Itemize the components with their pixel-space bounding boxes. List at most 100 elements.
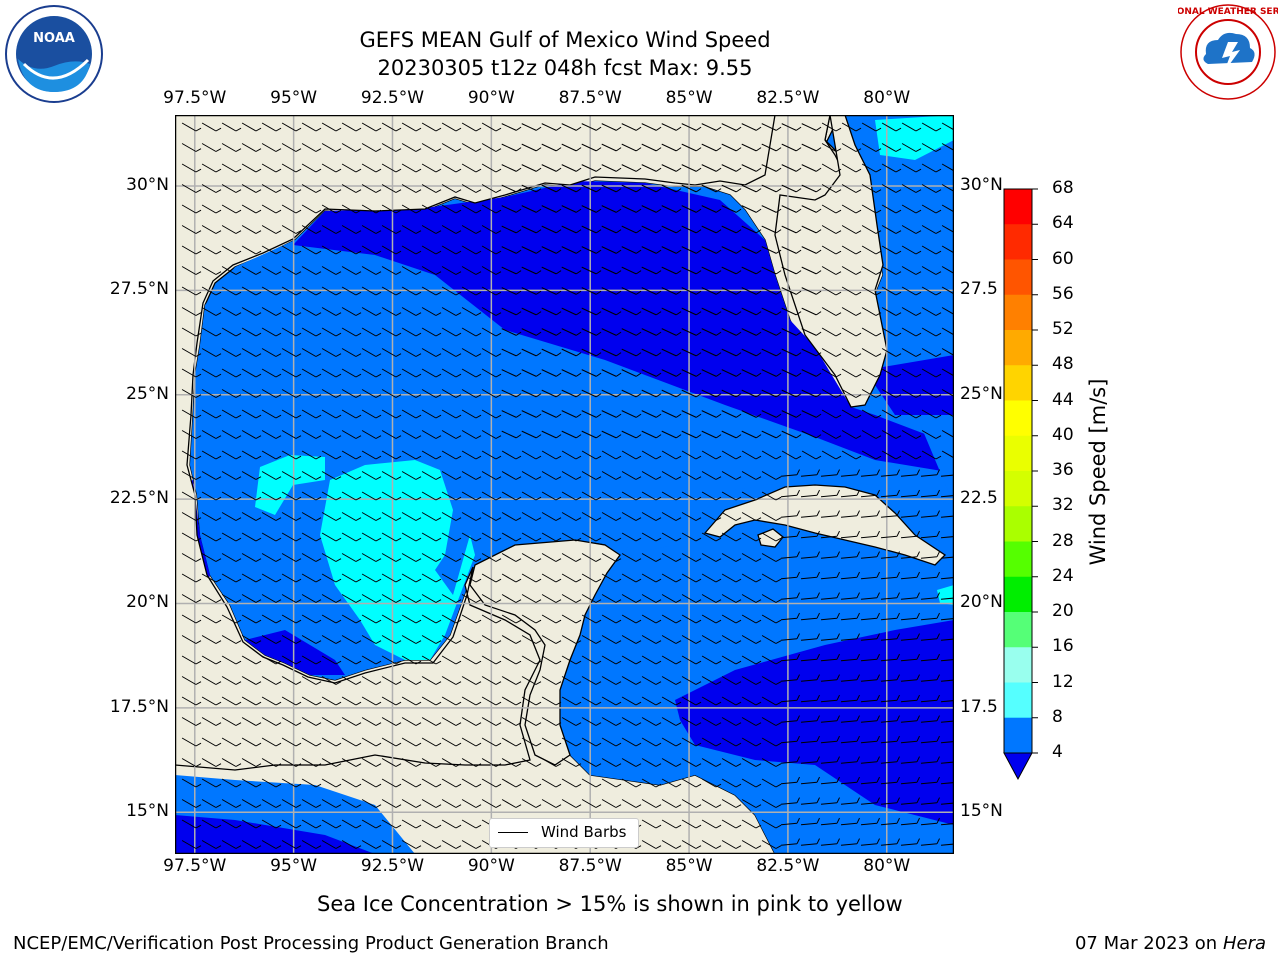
wind-barb <box>221 143 242 152</box>
wind-barb <box>501 205 522 213</box>
wind-barb <box>861 245 882 255</box>
wind-barb <box>301 409 322 419</box>
wind-barb <box>261 450 282 460</box>
wind-barb <box>681 655 702 665</box>
wind-barb <box>840 510 860 518</box>
wind-barb <box>261 307 282 316</box>
wind-barb <box>321 245 342 255</box>
wind-barb <box>601 369 622 377</box>
wind-barb <box>840 776 860 785</box>
wind-barb <box>581 348 602 357</box>
wind-barb <box>701 614 722 624</box>
wind-barb <box>461 532 482 542</box>
wind-barb <box>681 450 702 460</box>
wind-barb <box>481 758 502 767</box>
wind-barb <box>920 817 940 826</box>
wind-barb <box>860 530 880 539</box>
wind-barb <box>921 204 942 214</box>
wind-barb <box>501 450 522 460</box>
colorbar-tick-label: 56 <box>1052 283 1074 304</box>
wind-barb <box>221 840 242 849</box>
wind-barb <box>221 819 242 829</box>
wind-barb <box>461 737 482 747</box>
wind-barb <box>721 553 742 562</box>
wind-barb <box>281 266 302 275</box>
wind-barb <box>561 328 582 336</box>
wind-barb <box>781 369 802 377</box>
wind-barb <box>641 184 662 193</box>
wind-barb <box>421 245 442 255</box>
wind-barb <box>800 817 820 826</box>
wind-barb <box>221 778 242 788</box>
lon-label: 92.5°W <box>360 856 425 876</box>
wind-barb <box>841 409 862 419</box>
wind-barb <box>681 348 702 357</box>
wind-barb <box>221 389 242 398</box>
wind-barb <box>940 653 954 662</box>
wind-barb <box>801 246 822 254</box>
wind-barb <box>921 266 942 275</box>
wind-barb <box>321 819 342 829</box>
wind-barb <box>621 758 642 767</box>
wind-barb <box>281 840 302 849</box>
wind-barb <box>541 287 562 295</box>
wind-barb <box>261 778 282 788</box>
wind-barb <box>421 635 442 644</box>
wind-barb <box>181 717 202 726</box>
wind-barb <box>681 717 702 726</box>
wind-barb <box>741 307 762 316</box>
wind-barb <box>221 553 242 562</box>
wind-barb <box>521 614 542 624</box>
wind-barb <box>940 817 954 826</box>
wind-barb <box>461 655 482 665</box>
wind-barb <box>701 799 722 808</box>
wind-barb <box>581 205 602 213</box>
wind-barb <box>521 328 542 336</box>
wind-barb <box>581 328 602 336</box>
wind-barb <box>661 553 682 562</box>
wind-barb <box>501 430 522 439</box>
wind-barb <box>641 655 662 665</box>
wind-barb <box>601 512 622 521</box>
wind-barb <box>341 696 362 706</box>
wind-barb <box>940 551 954 559</box>
wind-barb <box>501 696 522 706</box>
wind-barb <box>641 205 662 213</box>
wind-barb <box>741 287 762 295</box>
wind-barb <box>681 328 702 336</box>
wind-barb <box>541 696 562 706</box>
wind-barb <box>501 225 522 234</box>
lat-label-right: 27.5 <box>960 279 998 300</box>
wind-barb <box>321 594 342 603</box>
wind-barb <box>880 797 900 805</box>
wind-barb <box>181 532 202 542</box>
wind-barb <box>481 266 502 275</box>
wind-barb <box>541 430 562 439</box>
wind-barb <box>761 758 782 767</box>
wind-barb <box>341 819 362 829</box>
wind-barb <box>821 327 842 337</box>
wind-barb <box>601 676 622 685</box>
wind-barb <box>900 530 920 539</box>
wind-barb <box>661 471 682 480</box>
wind-barb <box>661 696 682 706</box>
wind-barb <box>521 717 542 726</box>
wind-barb <box>601 717 622 726</box>
wind-barb <box>461 409 482 419</box>
wind-barb <box>341 266 362 275</box>
wind-barb <box>441 143 462 152</box>
wind-barb <box>261 635 282 644</box>
wind-barb <box>860 756 880 764</box>
wind-barb <box>481 368 502 378</box>
wind-barb <box>681 553 702 562</box>
wind-barb <box>661 635 682 644</box>
wind-barb <box>421 471 442 480</box>
wind-barb <box>861 430 882 439</box>
wind-barb <box>621 430 642 439</box>
wind-barb <box>481 573 502 583</box>
wind-barb <box>541 123 562 131</box>
wind-barb <box>501 491 522 501</box>
wind-barb <box>780 571 800 580</box>
wind-barb <box>521 696 542 706</box>
wind-barb <box>581 758 602 767</box>
